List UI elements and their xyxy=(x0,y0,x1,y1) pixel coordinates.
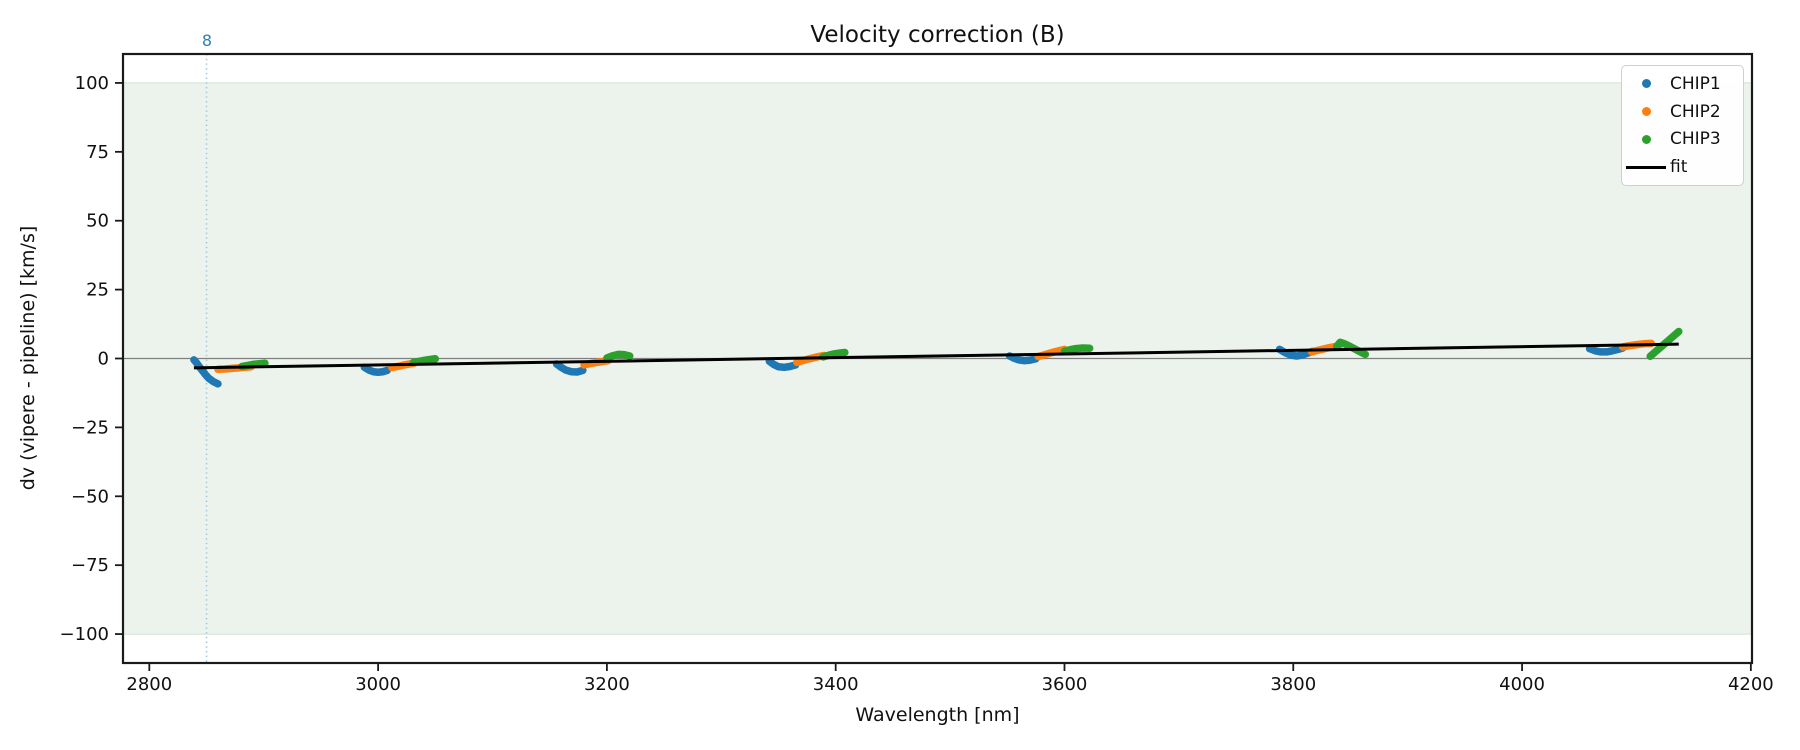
svg-text:25: 25 xyxy=(86,280,109,301)
svg-text:−50: −50 xyxy=(71,486,109,507)
svg-text:3200: 3200 xyxy=(584,674,630,695)
chart-title: Velocity correction (B) xyxy=(810,22,1065,48)
order-marker-label: 8 xyxy=(201,31,213,50)
legend-item-chip2: CHIP2 xyxy=(1622,99,1743,125)
svg-text:100: 100 xyxy=(75,73,109,94)
svg-text:3000: 3000 xyxy=(355,674,401,695)
legend-item-fit: fit xyxy=(1622,154,1743,180)
svg-text:3800: 3800 xyxy=(1270,674,1316,695)
svg-text:75: 75 xyxy=(86,142,109,163)
legend-label-chip1: CHIP1 xyxy=(1670,73,1721,94)
fit-line-icon xyxy=(1622,165,1670,169)
x-axis-label: Wavelength [nm] xyxy=(855,704,1020,726)
svg-text:3400: 3400 xyxy=(813,674,859,695)
svg-text:−75: −75 xyxy=(71,555,109,576)
chip2-marker-icon xyxy=(1622,107,1670,117)
legend-item-chip3: CHIP3 xyxy=(1622,126,1743,152)
svg-text:−100: −100 xyxy=(60,624,109,645)
legend-label-fit: fit xyxy=(1670,157,1688,178)
legend-item-chip1: CHIP1 xyxy=(1622,71,1743,97)
chip3-marker-icon xyxy=(1622,134,1670,144)
svg-text:4000: 4000 xyxy=(1499,674,1545,695)
legend: CHIP1 CHIP2 CHIP3 fit xyxy=(1621,65,1744,186)
y-axis-label: dv (vipere - pipeline) [km/s] xyxy=(17,225,39,491)
legend-label-chip2: CHIP2 xyxy=(1670,101,1721,122)
svg-text:3600: 3600 xyxy=(1042,674,1088,695)
svg-text:2800: 2800 xyxy=(126,674,172,695)
legend-label-chip3: CHIP3 xyxy=(1670,129,1721,150)
svg-text:0: 0 xyxy=(98,349,109,370)
svg-text:50: 50 xyxy=(86,211,109,232)
svg-text:4200: 4200 xyxy=(1728,674,1774,695)
svg-text:−25: −25 xyxy=(71,417,109,438)
chip1-marker-icon xyxy=(1622,79,1670,89)
